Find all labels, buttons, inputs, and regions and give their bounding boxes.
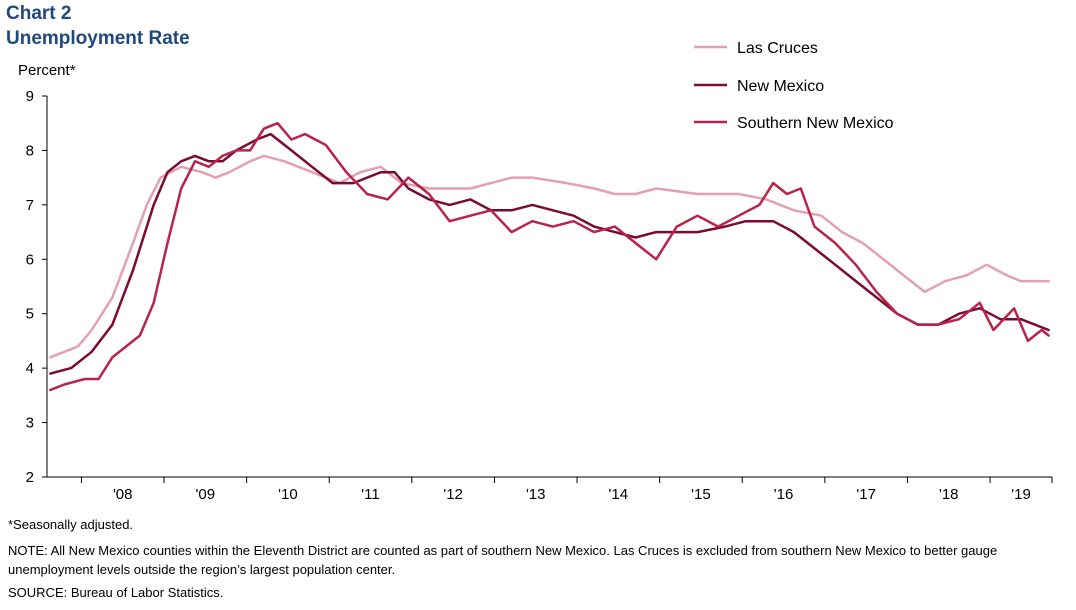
series-line-southern-new-mexico: [49, 121, 1050, 392]
y-tick-label: 6: [26, 251, 34, 268]
legend-label-new-mexico: New Mexico: [737, 78, 824, 95]
y-tick-label: 3: [26, 415, 34, 432]
x-tick-label: '09: [196, 486, 216, 503]
x-tick-label: '12: [443, 486, 463, 503]
x-tick-label: '13: [526, 486, 546, 503]
axes: 2 3 4 5 6 7 8 9 '08 '09 '10 '11 '12 '13 '14 '15 '16 '17 '1…: [26, 88, 1053, 503]
x-tick-label: '19: [1011, 486, 1031, 503]
y-tick-label: 8: [26, 142, 34, 159]
series-lines: [49, 121, 1050, 392]
legend-label-las-cruces: Las Cruces: [737, 40, 818, 57]
x-tick-label: '18: [939, 486, 959, 503]
y-tick-label: 9: [26, 88, 34, 105]
x-tick-label: '14: [609, 486, 629, 503]
legend-label-southern-new-mexico: Southern New Mexico: [737, 115, 894, 132]
y-tick-label: 7: [26, 197, 34, 214]
y-tick-label: 5: [26, 306, 34, 323]
x-tick-label: '16: [774, 486, 794, 503]
x-tick-label: '15: [691, 486, 711, 503]
y-tick-label: 4: [26, 360, 34, 377]
footnote-source: SOURCE: Bureau of Labor Statistics.: [8, 585, 224, 600]
footnote-note: NOTE: All New Mexico counties within the…: [8, 543, 998, 577]
chart-title: Unemployment Rate: [6, 28, 190, 49]
footnote-seasonal: *Seasonally adjusted.: [8, 517, 134, 532]
legend: Las Cruces New Mexico Southern New Mexico: [694, 40, 894, 132]
series-line-new-mexico: [49, 132, 1050, 375]
chart-number: Chart 2: [6, 3, 72, 24]
line-chart: 2 3 4 5 6 7 8 9 '08 '09 '10 '11 '12 '13 '14 '15 '16 '17 '1…: [26, 40, 1053, 503]
x-tick-label: '08: [113, 486, 133, 503]
x-tick-label: '11: [361, 486, 379, 503]
x-tick-label: '10: [278, 486, 298, 503]
x-tick-label: '17: [856, 486, 876, 503]
y-axis-unit-label: Percent*: [18, 62, 76, 79]
series-line-las-cruces: [49, 154, 1050, 359]
y-tick-label: 2: [26, 469, 34, 486]
